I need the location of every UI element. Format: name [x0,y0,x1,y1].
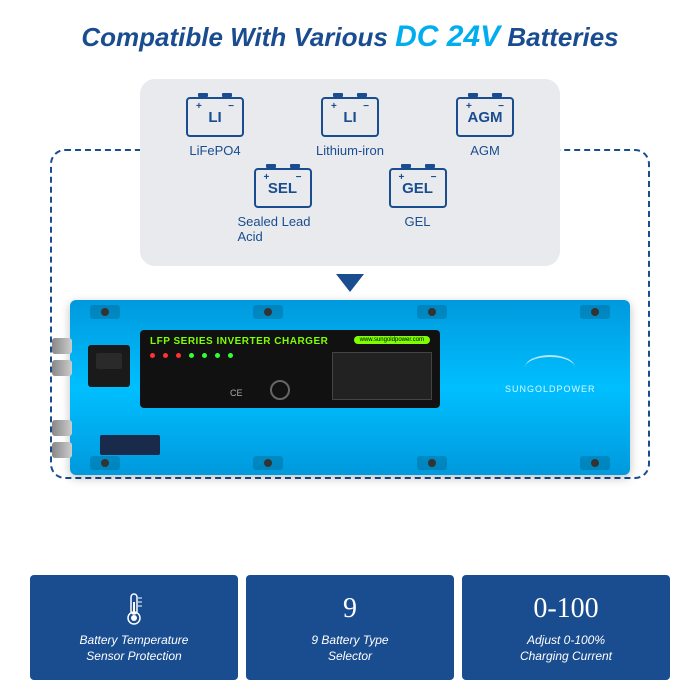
mount-tabs-bottom [70,456,630,470]
ce-mark: CE [230,388,243,398]
diagram-area: +− LI LiFePO4 +− LI Lithium-iron +− AGM … [30,79,670,553]
bottom-lcd [100,435,160,455]
led-icon [163,353,168,358]
side-display [88,345,130,387]
arrow-down-icon [336,274,364,292]
feature-label: Battery Temperature Sensor Protection [80,633,189,664]
inverter-device: LFP SERIES INVERTER CHARGER www.sungoldp… [70,300,630,475]
mount-tab [90,305,120,319]
mount-tabs-top [70,305,630,319]
inverter-control-panel: LFP SERIES INVERTER CHARGER www.sungoldp… [140,330,440,408]
side-connector [52,420,72,436]
battery-icon: +− LI [186,97,244,137]
brand-text: SUNGOLDPOWER [505,384,595,394]
led-icon [215,353,220,358]
battery-item-lithium-iron: +− LI Lithium-iron [305,97,395,158]
battery-label: AGM [470,143,500,158]
brand-logo: SUNGOLDPOWER [505,355,595,410]
feature-big-number: 9 [343,591,357,627]
mount-tab [580,456,610,470]
sun-arc-icon [525,355,575,380]
feature-big-number: 0-100 [533,591,598,627]
battery-icon: +− AGM [456,97,514,137]
battery-item-sealed-lead-acid: +− SEL Sealed Lead Acid [238,168,328,244]
battery-label: Sealed Lead Acid [238,214,328,244]
battery-label: Lithium-iron [316,143,384,158]
led-icon [189,353,194,358]
battery-row-1: +− LI LiFePO4 +− LI Lithium-iron +− AGM … [170,97,530,158]
headline-part1: Compatible With Various [81,22,395,52]
feature-cards: Battery Temperature Sensor Protection 9 … [30,575,670,680]
led-icon [150,353,155,358]
feature-label: Adjust 0-100% Charging Current [520,633,612,664]
mount-tab [417,305,447,319]
feature-label: 9 Battery Type Selector [311,633,388,664]
feature-battery-selector: 9 9 Battery Type Selector [246,575,454,680]
battery-item-gel: +− GEL GEL [373,168,463,244]
mount-tab [580,305,610,319]
battery-icon: +− SEL [254,168,312,208]
battery-icon: +− LI [321,97,379,137]
panel-url: www.sungoldpower.com [354,336,430,344]
battery-item-lifepo4: +− LI LiFePO4 [170,97,260,158]
battery-label: GEL [404,214,430,229]
thermometer-icon [120,591,148,627]
led-icon [228,353,233,358]
mount-tab [417,456,447,470]
battery-icon: +− GEL [389,168,447,208]
side-connector [52,338,72,354]
selector-knob-icon [270,380,290,400]
panel-spec-table [332,352,432,400]
battery-item-agm: +− AGM AGM [440,97,530,158]
led-icon [176,353,181,358]
side-connector [52,442,72,458]
headline: Compatible With Various DC 24V Batteries [30,20,670,54]
mount-tab [253,305,283,319]
side-connector [52,360,72,376]
battery-row-2: +− SEL Sealed Lead Acid +− GEL GEL [170,168,530,244]
headline-accent: DC 24V [395,20,500,53]
battery-label: LiFePO4 [189,143,240,158]
headline-part3: Batteries [500,22,619,52]
feature-temperature-sensor: Battery Temperature Sensor Protection [30,575,238,680]
led-icon [202,353,207,358]
battery-types-panel: +− LI LiFePO4 +− LI Lithium-iron +− AGM … [140,79,560,266]
feature-charging-current: 0-100 Adjust 0-100% Charging Current [462,575,670,680]
mount-tab [253,456,283,470]
mount-tab [90,456,120,470]
